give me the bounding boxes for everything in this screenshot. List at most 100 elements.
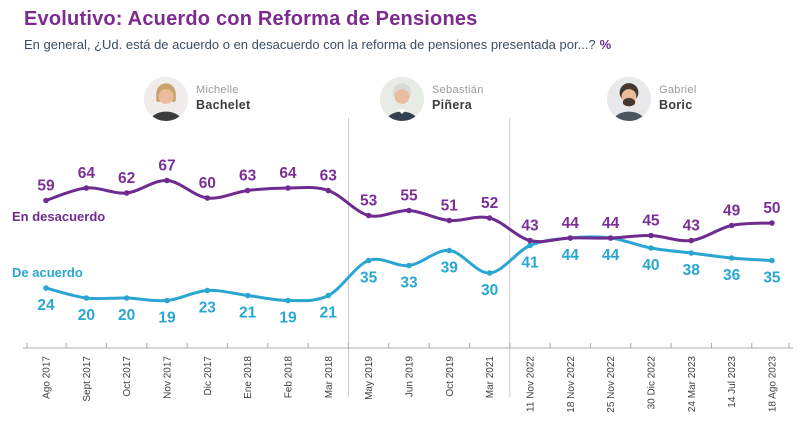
data-label-en-desacuerdo: 53 bbox=[360, 193, 378, 210]
x-axis-label: 14 Jul 2023 bbox=[727, 356, 738, 408]
data-label-de-acuerdo: 39 bbox=[441, 260, 459, 277]
data-point-en-desacuerdo bbox=[285, 185, 291, 191]
data-point-de-acuerdo bbox=[43, 285, 49, 291]
data-point-en-desacuerdo bbox=[527, 237, 533, 244]
x-axis-label: May 2019 bbox=[364, 356, 375, 400]
chart-question-text: En general, ¿Ud. está de acuerdo o en de… bbox=[24, 37, 596, 52]
president-first-name: Michelle bbox=[196, 84, 239, 97]
president-first-name: Gabriel bbox=[659, 84, 697, 97]
data-point-en-desacuerdo bbox=[325, 187, 332, 194]
person-avatar-icon bbox=[380, 77, 424, 121]
data-label-de-acuerdo: 21 bbox=[239, 305, 257, 322]
data-point-en-desacuerdo bbox=[567, 235, 574, 241]
x-axis-label: Oct 2017 bbox=[122, 356, 133, 397]
x-axis-label: Oct 2019 bbox=[445, 356, 456, 397]
data-point-de-acuerdo bbox=[83, 295, 90, 301]
data-label-en-desacuerdo: 62 bbox=[118, 170, 135, 187]
data-point-de-acuerdo bbox=[486, 270, 493, 276]
data-label-en-desacuerdo: 64 bbox=[78, 165, 96, 182]
data-label-de-acuerdo: 36 bbox=[723, 267, 741, 284]
data-label-de-acuerdo: 38 bbox=[683, 262, 701, 279]
data-label-en-desacuerdo: 50 bbox=[763, 200, 780, 217]
bachelet-photo bbox=[144, 77, 188, 121]
series-label-de-acuerdo: De acuerdo bbox=[12, 265, 83, 280]
data-point-en-desacuerdo bbox=[688, 237, 695, 244]
data-label-de-acuerdo: 30 bbox=[481, 282, 498, 299]
data-label-de-acuerdo: 35 bbox=[763, 270, 781, 287]
data-point-en-desacuerdo bbox=[123, 190, 130, 196]
data-point-de-acuerdo bbox=[688, 250, 695, 256]
data-point-de-acuerdo bbox=[446, 247, 453, 254]
data-label-de-acuerdo: 41 bbox=[521, 255, 539, 272]
data-point-en-desacuerdo bbox=[244, 187, 251, 194]
data-point-en-desacuerdo bbox=[204, 195, 211, 201]
data-point-de-acuerdo bbox=[527, 242, 533, 249]
x-axis-label: Dic 2017 bbox=[203, 356, 214, 396]
president-first-name: Sebastián bbox=[432, 84, 484, 97]
series-label-en-desacuerdo: En desacuerdo bbox=[12, 209, 105, 224]
data-label-de-acuerdo: 44 bbox=[602, 247, 620, 264]
page-title: Evolutivo: Acuerdo con Reforma de Pensio… bbox=[24, 8, 478, 30]
boric-photo bbox=[607, 77, 651, 121]
x-axis-label: 30 Dic 2022 bbox=[646, 356, 657, 410]
pinera-photo bbox=[380, 77, 424, 121]
x-axis-label: Mar 2018 bbox=[324, 356, 335, 399]
data-point-en-desacuerdo bbox=[648, 232, 654, 239]
data-label-en-desacuerdo: 60 bbox=[199, 175, 216, 192]
data-label-en-desacuerdo: 44 bbox=[562, 215, 580, 232]
data-point-en-desacuerdo bbox=[728, 222, 735, 229]
data-point-de-acuerdo bbox=[244, 292, 251, 299]
data-point-de-acuerdo bbox=[204, 287, 211, 294]
x-axis-label: Ene 2018 bbox=[243, 356, 254, 399]
x-axis-label: 24 Mar 2023 bbox=[687, 356, 698, 413]
data-point-de-acuerdo bbox=[164, 297, 170, 304]
data-label-en-desacuerdo: 55 bbox=[400, 188, 418, 205]
person-avatar-icon bbox=[607, 77, 651, 121]
data-label-de-acuerdo: 33 bbox=[400, 275, 418, 292]
data-label-de-acuerdo: 23 bbox=[199, 300, 217, 317]
data-point-de-acuerdo bbox=[769, 257, 775, 264]
data-label-en-desacuerdo: 63 bbox=[320, 168, 338, 185]
data-label-en-desacuerdo: 52 bbox=[481, 195, 498, 212]
person-avatar-icon bbox=[144, 77, 188, 121]
x-axis-label: Ago 2017 bbox=[42, 356, 53, 399]
data-label-en-desacuerdo: 64 bbox=[279, 165, 297, 182]
data-point-en-desacuerdo bbox=[607, 235, 614, 241]
president-last-name: Bachelet bbox=[196, 98, 251, 113]
data-label-de-acuerdo: 35 bbox=[360, 270, 378, 287]
president-card-bachelet: Michelle Bachelet bbox=[144, 77, 251, 121]
data-point-de-acuerdo bbox=[325, 292, 332, 299]
data-label-de-acuerdo: 20 bbox=[78, 307, 95, 324]
president-last-name: Boric bbox=[659, 98, 693, 113]
x-axis-label: Feb 2018 bbox=[283, 356, 294, 399]
data-point-en-desacuerdo bbox=[43, 197, 49, 204]
president-card-boric: Gabriel Boric bbox=[607, 77, 697, 121]
data-label-de-acuerdo: 44 bbox=[562, 247, 580, 264]
x-axis-label: Sept 2017 bbox=[82, 356, 93, 402]
data-point-en-desacuerdo bbox=[446, 217, 453, 224]
data-point-de-acuerdo bbox=[406, 262, 412, 269]
data-point-en-desacuerdo bbox=[365, 212, 372, 219]
data-point-de-acuerdo bbox=[365, 257, 372, 264]
data-label-en-desacuerdo: 63 bbox=[239, 168, 257, 185]
data-label-en-desacuerdo: 44 bbox=[602, 215, 620, 232]
data-point-en-desacuerdo bbox=[406, 207, 412, 214]
chart-subtitle: En general, ¿Ud. está de acuerdo o en de… bbox=[24, 37, 611, 52]
x-axis-label: 18 Ago 2023 bbox=[767, 356, 778, 413]
data-label-en-desacuerdo: 43 bbox=[683, 218, 701, 235]
x-axis-label: 11 Nov 2022 bbox=[525, 356, 536, 412]
data-point-en-desacuerdo bbox=[769, 220, 775, 226]
data-point-en-desacuerdo bbox=[486, 215, 493, 221]
x-axis-label: Nov 2017 bbox=[162, 356, 173, 399]
x-axis-label: Mar 2021 bbox=[485, 356, 496, 399]
data-label-de-acuerdo: 40 bbox=[642, 257, 659, 274]
data-point-de-acuerdo bbox=[648, 245, 654, 251]
data-label-de-acuerdo: 21 bbox=[320, 305, 338, 322]
data-point-de-acuerdo bbox=[285, 297, 291, 304]
president-card-pinera: Sebastián Piñera bbox=[380, 77, 484, 121]
x-axis-label: Jun 2019 bbox=[404, 356, 415, 398]
data-label-en-desacuerdo: 67 bbox=[158, 158, 175, 175]
data-point-de-acuerdo bbox=[123, 295, 130, 301]
